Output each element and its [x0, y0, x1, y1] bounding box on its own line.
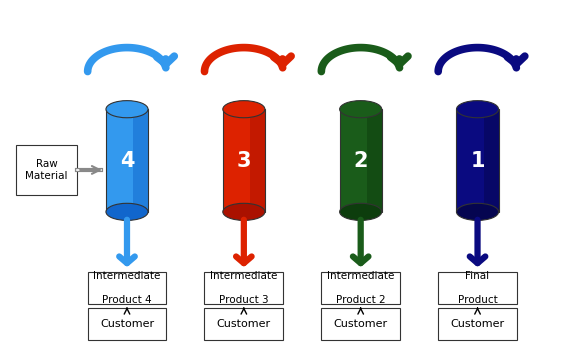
Ellipse shape [457, 101, 498, 118]
Text: Raw
Material: Raw Material [25, 159, 68, 181]
Bar [87, 272, 167, 304]
Text: 1: 1 [470, 150, 485, 170]
Text: Intermediate

Product 4: Intermediate Product 4 [93, 272, 161, 305]
Bar [204, 272, 284, 304]
Bar [438, 272, 517, 304]
Text: 3: 3 [237, 150, 251, 170]
Bar [438, 308, 517, 340]
Ellipse shape [340, 101, 382, 118]
Bar [340, 109, 382, 212]
Bar [204, 308, 284, 340]
Bar [133, 109, 148, 212]
Text: Customer: Customer [100, 319, 154, 329]
Text: Intermediate

Product 2: Intermediate Product 2 [327, 272, 394, 305]
Bar [321, 308, 400, 340]
Bar [321, 272, 400, 304]
Bar [223, 109, 265, 212]
Text: 2: 2 [353, 150, 368, 170]
Ellipse shape [106, 101, 148, 118]
Bar [87, 308, 167, 340]
Text: Customer: Customer [217, 319, 271, 329]
Ellipse shape [340, 203, 382, 220]
Text: Customer: Customer [450, 319, 505, 329]
Bar [16, 145, 77, 195]
Ellipse shape [457, 203, 498, 220]
Bar [457, 109, 498, 212]
Ellipse shape [223, 203, 265, 220]
Bar [106, 109, 148, 212]
Bar [367, 109, 382, 212]
Text: Intermediate

Product 3: Intermediate Product 3 [210, 272, 278, 305]
Bar [484, 109, 498, 212]
Ellipse shape [223, 101, 265, 118]
Ellipse shape [106, 203, 148, 220]
Text: Final

Product: Final Product [458, 272, 497, 305]
Text: Customer: Customer [333, 319, 388, 329]
Text: 4: 4 [120, 150, 134, 170]
Bar [250, 109, 265, 212]
